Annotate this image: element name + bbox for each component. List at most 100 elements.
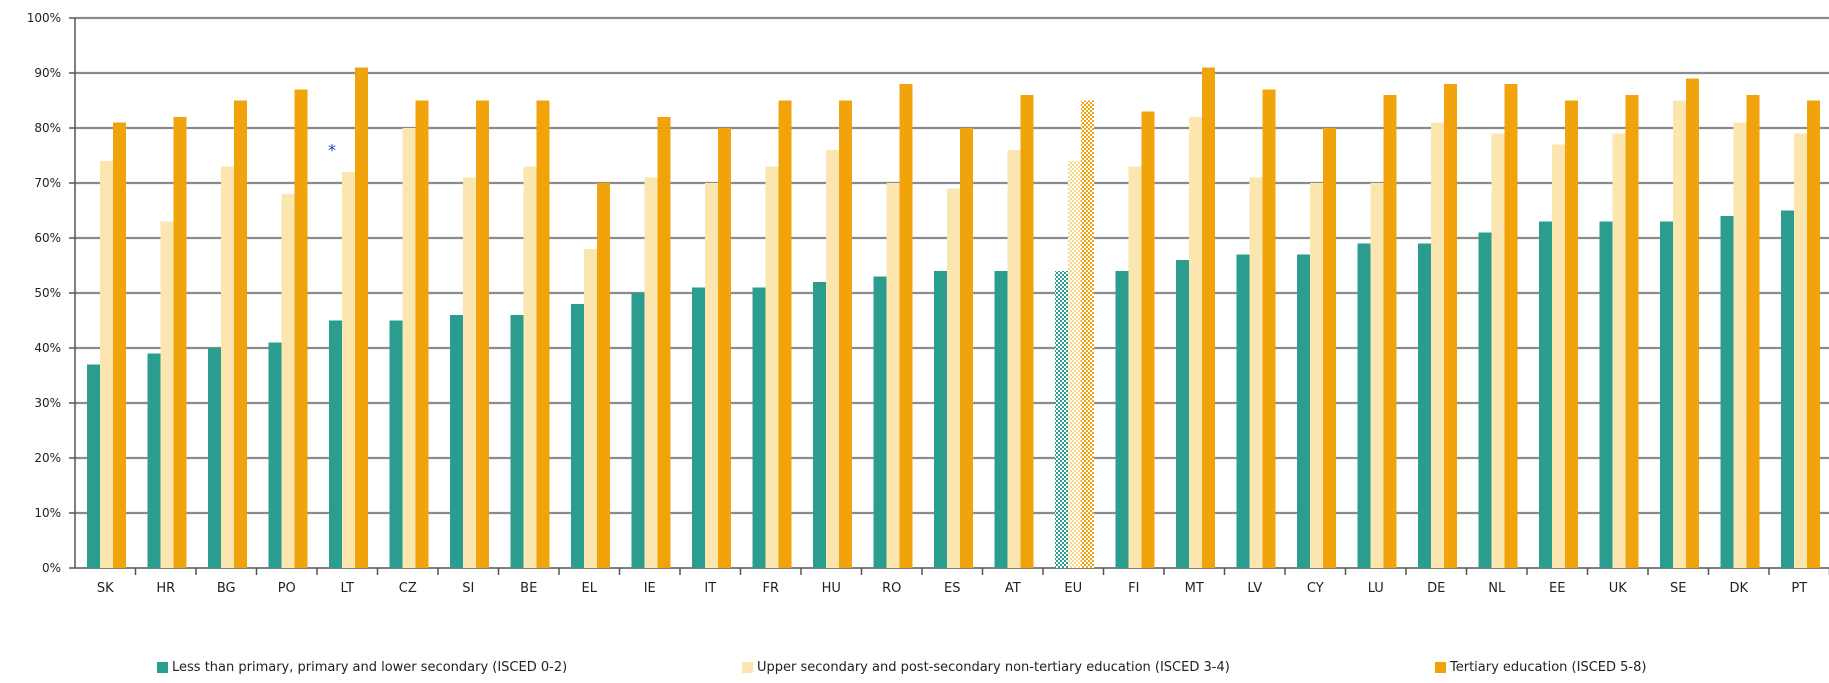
- bar-de-s0: [1418, 243, 1431, 568]
- y-tick-label: 100%: [27, 11, 61, 25]
- x-tick-label: BG: [217, 581, 236, 596]
- bar-eu-s1: [1068, 161, 1081, 568]
- bar-lv-s2: [1262, 89, 1276, 568]
- y-tick-label: 70%: [34, 176, 61, 190]
- bar-se-s2: [1686, 78, 1699, 568]
- bar-se-s1: [1673, 100, 1686, 568]
- bar-cy-s2: [1323, 128, 1336, 568]
- bar-el-s0: [571, 304, 584, 568]
- x-tick-label: LT: [341, 581, 354, 596]
- bar-it-s1: [705, 183, 718, 568]
- y-tick-label: 50%: [34, 286, 61, 300]
- bar-ee-s1: [1552, 144, 1565, 568]
- bar-es-s2: [960, 128, 973, 568]
- bar-cz-s2: [415, 100, 429, 568]
- bar-se-s0: [1660, 221, 1673, 568]
- x-tick-label: HR: [156, 581, 175, 596]
- x-tick-label: SE: [1670, 581, 1686, 596]
- bar-fr-s1: [765, 166, 779, 568]
- bar-eu-s0: [1055, 271, 1068, 568]
- x-tick-label: MT: [1185, 581, 1204, 596]
- bar-ro-s2: [899, 84, 913, 568]
- bar-fi-s0: [1115, 271, 1129, 568]
- legend-label: Upper secondary and post-secondary non-t…: [757, 660, 1230, 675]
- bar-ee-s2: [1565, 100, 1578, 568]
- bar-bg-s2: [234, 100, 247, 568]
- bar-mt-s1: [1189, 117, 1202, 568]
- bar-lt-s0: [329, 320, 342, 568]
- legend: Less than primary, primary and lower sec…: [0, 660, 1829, 680]
- bars: [87, 67, 1820, 568]
- bar-po-s1: [281, 194, 295, 568]
- bar-el-s1: [584, 249, 597, 568]
- x-tick-label: EL: [582, 581, 598, 596]
- x-tick-label: SI: [462, 581, 474, 596]
- legend-label: Tertiary education (ISCED 5-8): [1450, 660, 1647, 675]
- bar-fi-s2: [1141, 111, 1155, 568]
- bar-nl-s1: [1491, 133, 1505, 568]
- legend-item-isced-3-4: Upper secondary and post-secondary non-t…: [742, 660, 1230, 675]
- bar-bg-s1: [221, 166, 234, 568]
- bar-be-s1: [523, 166, 537, 568]
- legend-swatch: [157, 662, 168, 673]
- legend-item-isced-5-8: Tertiary education (ISCED 5-8): [1435, 660, 1646, 675]
- bar-nl-s2: [1504, 84, 1518, 568]
- y-tick-label: 30%: [34, 396, 61, 410]
- legend-swatch: [742, 662, 753, 673]
- bar-ie-s2: [657, 117, 671, 568]
- x-tick-label: IE: [644, 581, 656, 596]
- x-axis-labels: SK HR BG PO LT CZ SI BE EL IE IT FR HU RO ES AT EU FI MT LV…: [97, 581, 1807, 596]
- bar-nl-s0: [1478, 232, 1492, 568]
- x-tick-label: FR: [762, 581, 779, 596]
- bar-fi-s1: [1128, 166, 1142, 568]
- bar-uk-s0: [1599, 221, 1613, 568]
- y-tick-label: 10%: [34, 506, 61, 520]
- legend-item-isced-0-2: Less than primary, primary and lower sec…: [157, 660, 567, 675]
- bar-at-s2: [1020, 95, 1034, 568]
- bar-ro-s0: [873, 276, 887, 568]
- y-tick-label: 90%: [34, 66, 61, 80]
- x-tick-label: BE: [520, 581, 537, 596]
- bar-si-s0: [450, 315, 463, 568]
- bar-lt-s2: [355, 67, 368, 568]
- bar-ie-s0: [631, 293, 645, 568]
- bar-mt-s2: [1202, 67, 1215, 568]
- x-tick-label: LU: [1368, 581, 1384, 596]
- x-tick-label: DK: [1729, 581, 1748, 596]
- bar-pt-s1: [1794, 133, 1807, 568]
- bar-hu-s1: [826, 150, 839, 568]
- bar-ro-s1: [886, 183, 900, 568]
- bar-pt-s2: [1807, 100, 1820, 568]
- x-tick-label: NL: [1488, 581, 1506, 596]
- bar-dk-s2: [1746, 95, 1760, 568]
- x-tick-label: EE: [1549, 581, 1565, 596]
- x-tick-label: CY: [1307, 581, 1324, 596]
- x-tick-label: UK: [1609, 581, 1628, 596]
- y-tick-label: 0%: [42, 561, 61, 575]
- bar-cz-s0: [389, 320, 403, 568]
- bar-si-s1: [463, 177, 476, 568]
- bar-sk-s0: [87, 364, 100, 568]
- x-tick-label: RO: [882, 581, 901, 596]
- x-tick-label: DE: [1427, 581, 1445, 596]
- annotations: *: [328, 141, 336, 160]
- bar-at-s0: [994, 271, 1008, 568]
- x-tick-label: IT: [704, 581, 716, 596]
- bar-lu-s2: [1383, 95, 1397, 568]
- y-axis-ticks: 0% 10% 20% 30% 40% 50% 60% 70% 80% 90% 100%: [27, 11, 61, 575]
- legend-swatch: [1435, 662, 1446, 673]
- annotation-asterisk: *: [328, 141, 336, 160]
- y-tick-label: 60%: [34, 231, 61, 245]
- bar-sk-s1: [100, 161, 113, 568]
- bar-es-s0: [934, 271, 947, 568]
- bar-cy-s0: [1297, 254, 1310, 568]
- x-tick-label: HU: [822, 581, 841, 596]
- y-tick-label: 80%: [34, 121, 61, 135]
- x-tick-label: PT: [1791, 581, 1807, 596]
- bar-de-s2: [1444, 84, 1457, 568]
- legend-label: Less than primary, primary and lower sec…: [172, 660, 568, 675]
- bar-uk-s1: [1612, 133, 1626, 568]
- x-tick-label: ES: [944, 581, 960, 596]
- x-tick-label: LV: [1247, 581, 1262, 596]
